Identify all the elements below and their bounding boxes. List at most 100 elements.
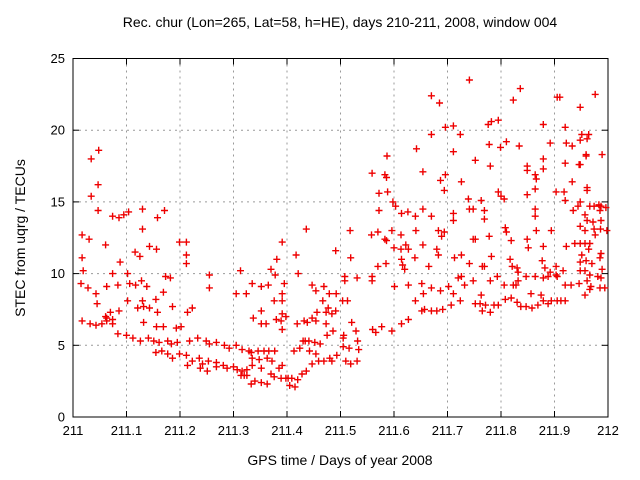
- data-point-marker: [248, 361, 256, 369]
- data-point-marker: [532, 175, 540, 183]
- data-point-marker: [418, 280, 426, 288]
- data-point-marker: [537, 291, 545, 299]
- data-point-marker: [541, 264, 549, 272]
- data-point-marker: [404, 208, 412, 216]
- data-point-marker: [255, 356, 263, 364]
- data-point-marker: [486, 308, 494, 316]
- data-point-marker: [531, 273, 539, 280]
- data-point-marker: [392, 202, 400, 210]
- data-point-marker: [576, 161, 584, 169]
- data-point-marker: [404, 316, 412, 323]
- data-point-marker: [454, 274, 462, 282]
- data-point-marker: [177, 323, 185, 331]
- data-point-marker: [329, 327, 337, 335]
- data-point-marker: [575, 280, 583, 288]
- data-point-marker: [534, 301, 542, 309]
- x-tick-label: 211.7: [432, 423, 464, 438]
- data-point-marker: [257, 364, 265, 372]
- data-point-marker: [561, 297, 569, 305]
- data-point-marker: [166, 274, 174, 282]
- data-point-marker: [398, 209, 405, 217]
- data-point-marker: [155, 338, 163, 346]
- data-point-marker: [263, 354, 271, 362]
- data-point-marker: [312, 287, 320, 295]
- data-point-marker: [576, 222, 584, 230]
- data-point-marker: [144, 334, 152, 342]
- data-point-marker: [77, 280, 85, 288]
- data-point-marker: [312, 317, 320, 325]
- data-point-marker: [372, 328, 380, 336]
- data-point-marker: [109, 270, 117, 278]
- data-point-marker: [169, 303, 176, 311]
- data-point-marker: [539, 297, 547, 305]
- y-tick-label: 10: [51, 266, 65, 281]
- data-point-marker: [585, 131, 593, 138]
- data-point-marker: [87, 155, 95, 163]
- data-point-marker: [136, 252, 144, 260]
- data-point-marker: [125, 208, 133, 216]
- data-point-marker: [85, 235, 93, 243]
- data-point-marker: [162, 273, 170, 280]
- data-point-marker: [603, 227, 611, 235]
- data-point-marker: [576, 136, 584, 144]
- data-point-marker: [140, 303, 148, 311]
- data-point-marker: [78, 254, 86, 262]
- data-point-marker: [136, 337, 144, 345]
- data-point-marker: [576, 198, 584, 206]
- data-point-marker: [411, 212, 419, 220]
- data-point-marker: [368, 231, 375, 239]
- data-point-marker: [169, 354, 176, 362]
- data-point-marker: [103, 283, 111, 290]
- data-point-marker: [552, 271, 560, 279]
- data-point-marker: [219, 361, 227, 369]
- data-point-marker: [598, 265, 606, 273]
- data-point-marker: [129, 334, 137, 342]
- data-point-marker: [513, 264, 521, 272]
- data-point-marker: [595, 201, 603, 209]
- data-point-marker: [114, 330, 122, 338]
- data-point-marker: [348, 318, 356, 326]
- data-point-marker: [581, 211, 589, 219]
- data-point-marker: [506, 255, 514, 263]
- data-point-marker: [512, 281, 520, 289]
- data-point-marker: [374, 262, 382, 270]
- data-point-marker: [583, 277, 591, 285]
- data-point-marker: [583, 184, 591, 192]
- data-point-marker: [507, 294, 515, 302]
- data-point-marker: [436, 99, 443, 107]
- data-point-marker: [401, 265, 409, 273]
- data-point-marker: [439, 305, 447, 313]
- data-point-marker: [480, 207, 488, 214]
- data-point-marker: [482, 301, 489, 309]
- data-point-marker: [251, 377, 259, 385]
- data-point-marker: [586, 202, 594, 210]
- data-point-marker: [273, 255, 281, 263]
- data-point-marker: [477, 197, 485, 204]
- data-point-marker: [383, 174, 390, 181]
- data-point-marker: [140, 318, 148, 326]
- data-point-marker: [267, 265, 275, 273]
- data-point-marker: [98, 320, 106, 328]
- data-point-marker: [270, 373, 278, 381]
- data-point-marker: [182, 351, 190, 359]
- data-point-marker: [404, 245, 412, 253]
- data-point-marker: [238, 367, 246, 375]
- data-point-marker: [324, 304, 332, 312]
- data-point-marker: [184, 308, 191, 316]
- y-tick-label: 15: [51, 194, 65, 209]
- data-point-marker: [139, 297, 146, 305]
- data-point-marker: [230, 363, 237, 371]
- data-point-marker: [389, 198, 397, 206]
- data-point-marker: [353, 274, 361, 282]
- data-point-marker: [286, 382, 294, 389]
- data-point-marker: [397, 245, 405, 253]
- data-point-marker: [484, 121, 492, 128]
- data-point-marker: [306, 347, 313, 355]
- data-point-marker: [523, 191, 531, 199]
- data-point-marker: [161, 207, 168, 214]
- data-point-marker: [152, 295, 160, 303]
- data-point-marker: [220, 341, 228, 349]
- data-point-marker: [332, 307, 340, 315]
- data-point-marker: [325, 290, 333, 298]
- data-point-marker: [569, 207, 577, 214]
